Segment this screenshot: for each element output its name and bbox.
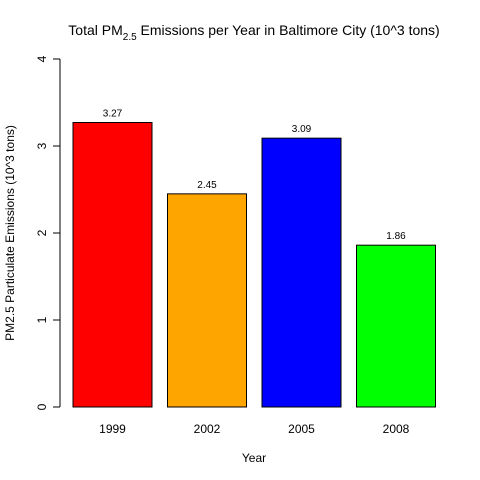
bar-2002 bbox=[167, 193, 247, 408]
x-tick-label-1999: 1999 bbox=[99, 422, 126, 436]
chart-title-prefix: Total PM bbox=[68, 22, 122, 38]
y-tick-label: 2 bbox=[35, 229, 49, 236]
bar-value-label-2002: 2.45 bbox=[197, 180, 217, 191]
y-tick-label: 1 bbox=[35, 316, 49, 323]
bar-value-label-2008: 1.86 bbox=[386, 231, 406, 242]
x-tick-label-2008: 2008 bbox=[383, 422, 410, 436]
bar-2005 bbox=[261, 137, 342, 408]
x-axis-label: Year bbox=[242, 451, 266, 465]
y-tick-label: 0 bbox=[35, 403, 49, 410]
value-labels-group: 3.27 2.45 3.09 1.86 bbox=[103, 109, 406, 243]
x-tick-labels-group: 1999 2002 2005 2008 bbox=[99, 422, 410, 436]
y-tick-label: 3 bbox=[35, 142, 49, 149]
x-tick-label-2005: 2005 bbox=[288, 422, 315, 436]
bar-1999 bbox=[72, 122, 153, 408]
y-axis-label: PM2.5 Particulate Emissions (10^3 tons) bbox=[3, 125, 17, 341]
bar-2008 bbox=[356, 244, 436, 408]
chart-title-suffix: Emissions per Year in Baltimore City (10… bbox=[137, 22, 440, 38]
y-axis: 0 1 2 3 4 bbox=[35, 55, 61, 410]
bar-value-label-1999: 3.27 bbox=[103, 109, 123, 120]
x-tick-label-2002: 2002 bbox=[194, 422, 221, 436]
chart-title-subscript: 2.5 bbox=[123, 32, 137, 43]
y-tick-label: 4 bbox=[35, 55, 49, 62]
bar-value-label-2005: 3.09 bbox=[292, 124, 312, 135]
chart-title: Total PM2.5 Emissions per Year in Baltim… bbox=[68, 22, 439, 43]
bars-group bbox=[72, 122, 436, 408]
